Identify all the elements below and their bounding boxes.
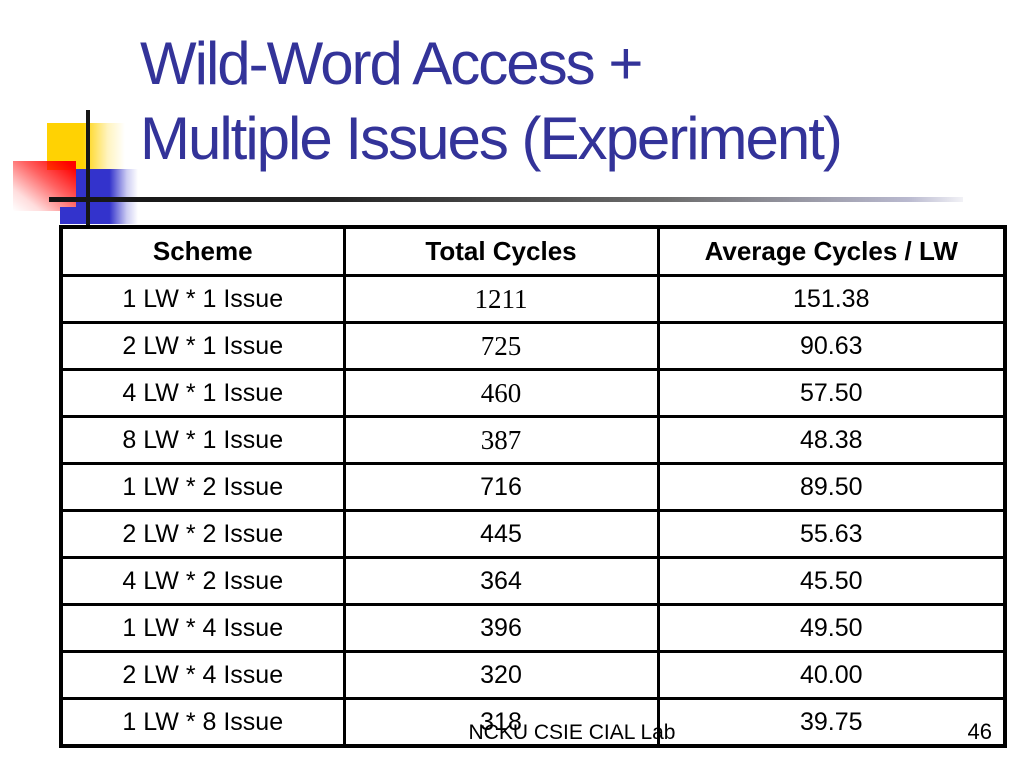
avg-cycles-per-lw-cell: 89.50 [656,462,1007,512]
table-row: 1 LW * 1 Issue 1211 151.38 [59,274,1007,324]
total-cycles-cell: 396 [342,603,660,653]
scheme-cell: 4 LW * 2 Issue [59,556,346,606]
avg-cycles-per-lw-cell: 48.38 [656,415,1007,465]
scheme-cell: 1 LW * 8 Issue [59,697,346,748]
blue-square-foot-decoration [60,207,90,224]
total-cycles-cell: 725 [342,321,660,371]
avg-cycles-per-lw-cell: 45.50 [656,556,1007,606]
red-square-decoration [13,161,76,211]
slide-title-line-1: Wild-Word Access + [140,30,643,97]
total-cycles-cell: 364 [342,556,660,606]
table-row: 4 LW * 1 Issue 460 57.50 [59,368,1007,418]
column-header-total-cycles: Total Cycles [342,225,660,277]
results-table-header: Scheme Total Cycles Average Cycles / LW [59,225,1007,277]
scheme-cell: 2 LW * 2 Issue [59,509,346,559]
table-row: 4 LW * 2 Issue 364 45.50 [59,556,1007,606]
avg-cycles-per-lw-cell: 90.63 [656,321,1007,371]
column-header-avg-cycles-per-lw: Average Cycles / LW [656,225,1007,277]
scheme-cell: 2 LW * 1 Issue [59,321,346,371]
avg-cycles-per-lw-cell: 40.00 [656,650,1007,700]
title-divider-line [49,197,963,202]
total-cycles-cell: 445 [342,509,660,559]
column-header-scheme: Scheme [59,225,346,277]
scheme-cell: 1 LW * 2 Issue [59,462,346,512]
scheme-cell: 1 LW * 4 Issue [59,603,346,653]
table-row: 2 LW * 4 Issue 320 40.00 [59,650,1007,700]
scheme-cell: 4 LW * 1 Issue [59,368,346,418]
scheme-cell: 2 LW * 4 Issue [59,650,346,700]
avg-cycles-per-lw-cell: 57.50 [656,368,1007,418]
page-number: 46 [967,719,992,744]
table-row: 2 LW * 1 Issue 725 90.63 [59,321,1007,371]
total-cycles-cell: 460 [342,368,660,418]
vertical-line-decoration [86,110,90,227]
table-row: 1 LW * 4 Issue 396 49.50 [59,603,1007,653]
scheme-cell: 8 LW * 1 Issue [59,415,346,465]
results-table: Scheme Total Cycles Average Cycles / LW 1 … [59,225,1007,748]
table-row: 1 LW * 8 Issue 318 39.75 [59,697,1007,748]
table-row: 8 LW * 1 Issue 387 48.38 [59,415,1007,465]
slide-title: Wild-Word Access + Multiple Issues (Exper… [140,26,843,176]
header-row: Scheme Total Cycles Average Cycles / LW [59,225,1007,277]
results-table-body: 1 LW * 1 Issue 1211 151.38 2 LW * 1 Issue 72… [59,274,1007,748]
total-cycles-cell: 716 [342,462,660,512]
avg-cycles-per-lw-cell: 39.75 [656,697,1007,748]
avg-cycles-per-lw-cell: 151.38 [656,274,1007,324]
total-cycles-cell: 1211 [342,274,660,324]
footer-lab-name: NCKU CSIE CIAL Lab [468,721,676,744]
total-cycles-cell: 320 [342,650,660,700]
table-row: 1 LW * 2 Issue 716 89.50 [59,462,1007,512]
slide-title-line-2: Multiple Issues (Experiment) [140,105,843,172]
avg-cycles-per-lw-cell: 49.50 [656,603,1007,653]
avg-cycles-per-lw-cell: 55.63 [656,509,1007,559]
total-cycles-cell: 318 [342,697,660,748]
table-row: 2 LW * 2 Issue 445 55.63 [59,509,1007,559]
total-cycles-cell: 387 [342,415,660,465]
scheme-cell: 1 LW * 1 Issue [59,274,346,324]
